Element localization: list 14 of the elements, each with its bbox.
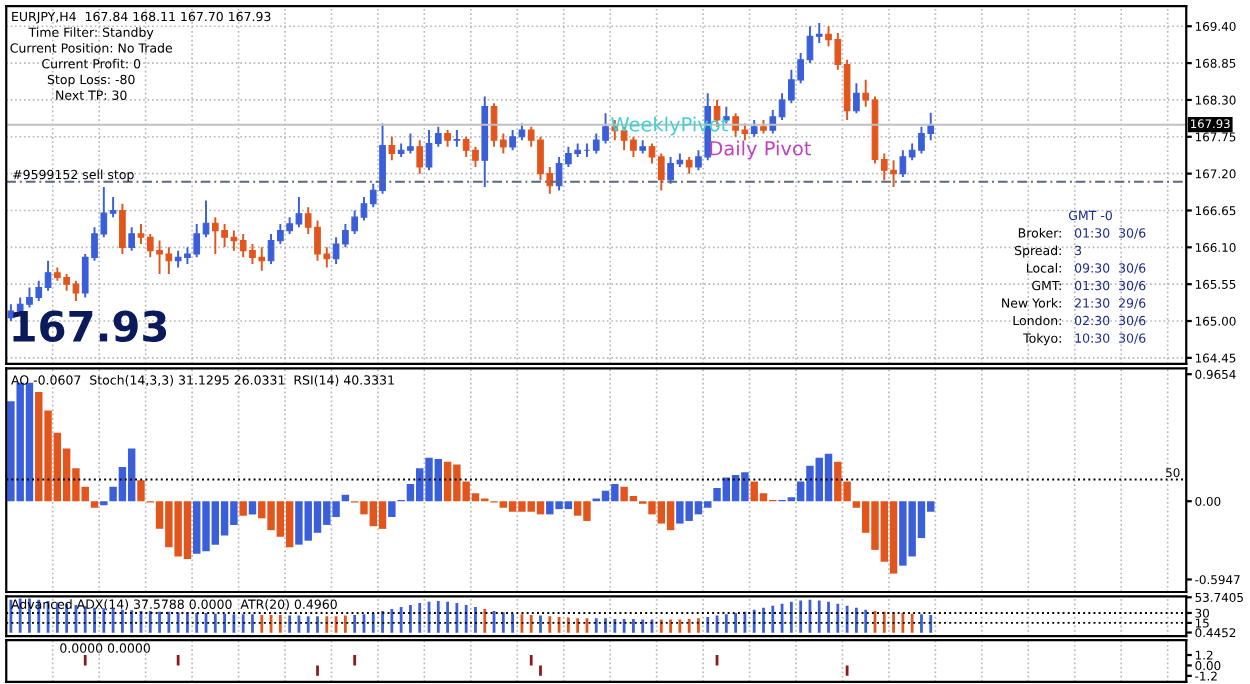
bar — [285, 501, 294, 548]
bar — [137, 480, 145, 502]
bar — [666, 501, 675, 531]
bar — [127, 448, 136, 502]
bar — [889, 501, 898, 574]
bar — [239, 501, 247, 516]
bar — [388, 501, 396, 518]
bar — [248, 501, 257, 515]
candlestick — [453, 129, 461, 148]
annotation: 167.93 — [13, 310, 167, 342]
annotation: WeeklyPivot — [611, 116, 728, 136]
bar — [824, 453, 833, 502]
bar — [378, 501, 387, 529]
bar — [90, 501, 99, 508]
